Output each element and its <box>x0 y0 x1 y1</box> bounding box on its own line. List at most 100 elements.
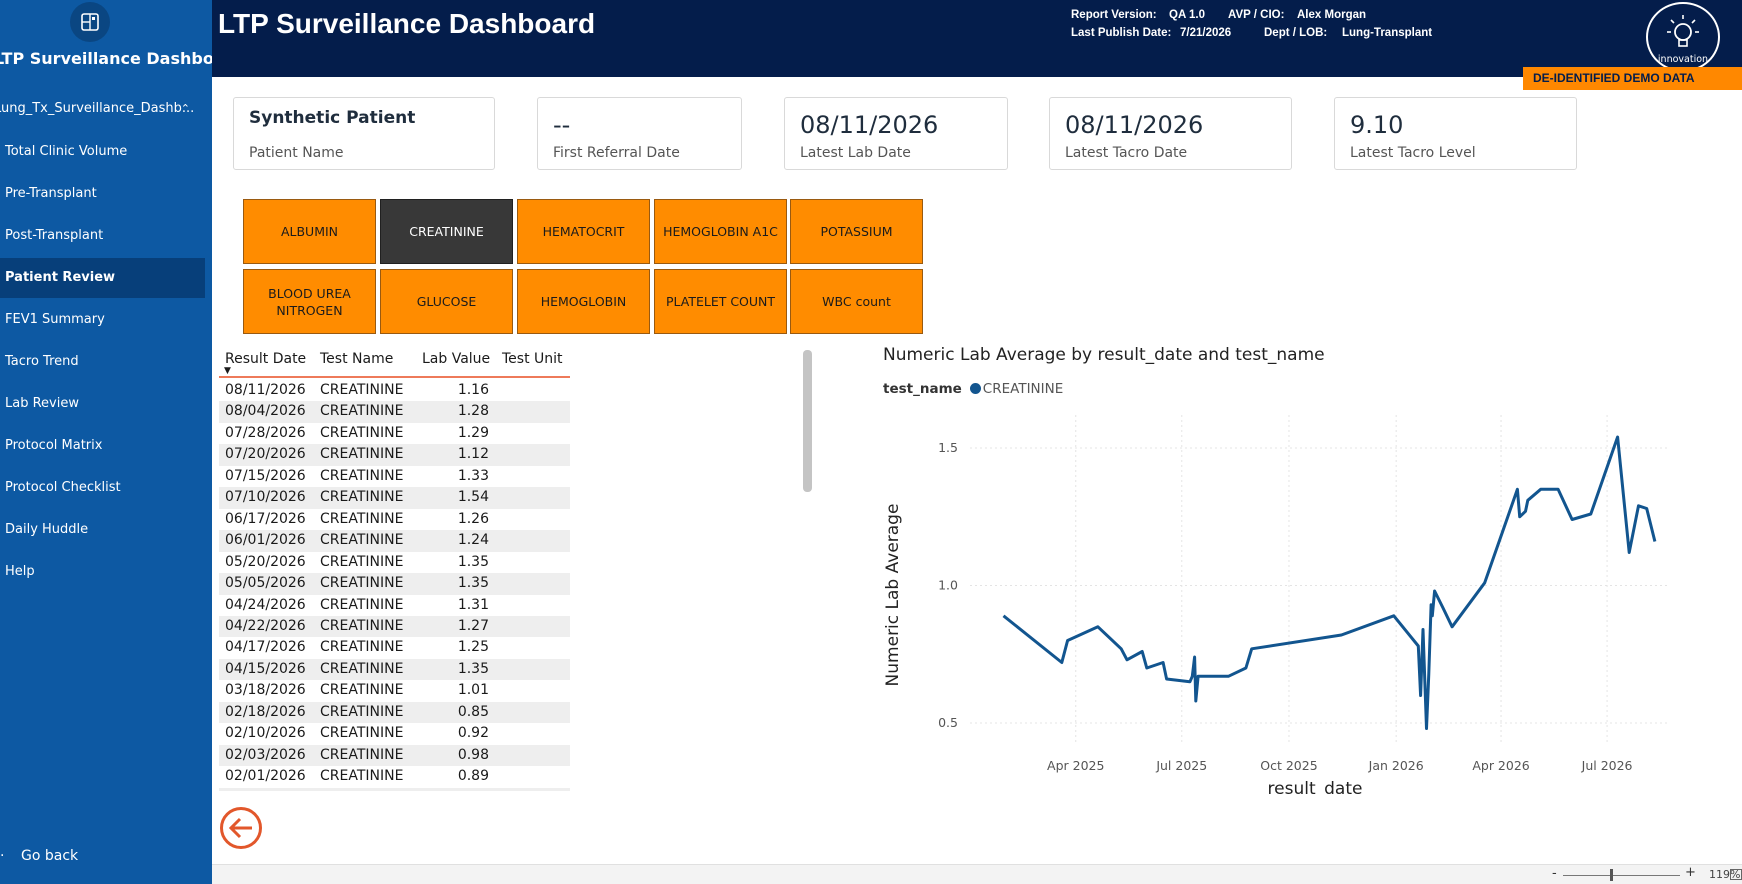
test-button-potassium[interactable]: POTASSIUM <box>790 199 923 264</box>
cell-lab-value: 0.92 <box>457 725 489 742</box>
card-latest-tacro-date: 08/11/2026 Latest Tacro Date <box>1049 97 1292 170</box>
cell-result-date: 08/04/2026 <box>225 403 306 420</box>
test-button-glucose[interactable]: GLUCOSE <box>380 269 513 334</box>
zoom-slider-thumb[interactable] <box>1610 869 1613 881</box>
cell-test-name: CREATININE <box>320 682 404 699</box>
table-row[interactable]: 07/20/2026 CREATININE 1.12 <box>219 444 570 466</box>
table-row[interactable]: 05/05/2026 CREATININE 1.35 <box>219 573 570 595</box>
cell-result-date: 04/15/2026 <box>225 660 306 677</box>
sidebar-item-pre-transplant[interactable]: Pre-Transplant <box>5 186 97 201</box>
table-row[interactable]: 06/17/2026 CREATININE 1.26 <box>219 509 570 531</box>
table-row[interactable]: 08/11/2026 CREATININE 1.16 <box>219 380 570 402</box>
cell-lab-value: 1.25 <box>457 639 489 656</box>
test-button-hemoglobin[interactable]: HEMOGLOBIN <box>517 269 650 334</box>
test-button-wbc-count[interactable]: WBC count <box>790 269 923 334</box>
cell-lab-value: 1.54 <box>457 489 489 506</box>
cell-test-name: CREATININE <box>320 532 404 549</box>
table-row[interactable]: 07/28/2026 CREATININE 1.29 <box>219 423 570 445</box>
cell-test-name: CREATININE <box>320 489 404 506</box>
sidebar-item-daily-huddle[interactable]: Daily Huddle <box>5 522 89 537</box>
test-button-albumin[interactable]: ALBUMIN <box>243 199 376 264</box>
card-latest-lab-date: 08/11/2026 Latest Lab Date <box>784 97 1008 170</box>
table-row[interactable]: 04/17/2026 CREATININE 1.25 <box>219 637 570 659</box>
sidebar-item-help[interactable]: Help <box>5 564 35 579</box>
zoom-out-button[interactable]: - <box>1552 866 1557 881</box>
table-row[interactable]: 02/01/2026 CREATININE 0.89 <box>219 766 570 788</box>
sidebar-item-lab-review[interactable]: Lab Review <box>5 396 79 411</box>
sidebar-item-post-transplant[interactable]: Post-Transplant <box>5 228 104 243</box>
avp-label: AVP / CIO: <box>1228 9 1285 21</box>
table-row[interactable]: 07/10/2026 CREATININE 1.54 <box>219 487 570 509</box>
table-row[interactable]: 06/01/2026 CREATININE 1.24 <box>219 530 570 552</box>
cell-lab-value: 1.28 <box>457 403 489 420</box>
chevron-up-icon[interactable]: ⌃ <box>180 102 190 115</box>
table-row[interactable]: 01/31/2026 CREATININE 0.93 <box>219 787 570 791</box>
test-button-hemoglobin-a1c[interactable]: HEMOGLOBIN A1C <box>654 199 787 264</box>
cell-lab-value: 1.01 <box>457 682 489 699</box>
cell-test-name: CREATININE <box>320 725 404 742</box>
x-tick-label: Jul 2026 <box>1581 758 1633 773</box>
cell-result-date: 08/11/2026 <box>225 382 306 398</box>
cell-result-date: 04/24/2026 <box>225 596 306 613</box>
sidebar-app-title: LTP Surveillance Dashboard <box>0 49 244 68</box>
table-row[interactable]: 03/18/2026 CREATININE 1.01 <box>219 680 570 702</box>
table-row[interactable]: 07/15/2026 CREATININE 1.33 <box>219 466 570 488</box>
innovation-logo: innovation <box>1646 2 1720 72</box>
zoom-in-button[interactable]: + <box>1685 865 1696 880</box>
column-header-result-date[interactable]: Result Date <box>225 351 307 367</box>
cell-result-date: 02/10/2026 <box>225 725 306 742</box>
cell-test-name: CREATININE <box>320 768 404 785</box>
column-header-lab-value[interactable]: Lab Value <box>422 351 491 367</box>
table-row[interactable]: 02/10/2026 CREATININE 0.92 <box>219 723 570 745</box>
cell-result-date: 05/05/2026 <box>225 575 306 592</box>
table-scrollbar[interactable] <box>803 350 812 492</box>
table-row[interactable]: 02/03/2026 CREATININE 0.98 <box>219 744 570 767</box>
series-line-creatinine[interactable] <box>1002 435 1657 730</box>
card-label: First Referral Date <box>553 145 680 161</box>
x-tick-label: Apr 2025 <box>1047 758 1104 773</box>
table-row[interactable]: 04/15/2026 CREATININE 1.35 <box>219 658 570 681</box>
zoom-level: 119% <box>1709 868 1741 881</box>
card-label: Patient Name <box>249 145 344 161</box>
chart-title: Numeric Lab Average by result_date and t… <box>883 345 1325 365</box>
card-label: Latest Tacro Date <box>1065 145 1188 161</box>
cell-test-name: CREATININE <box>320 510 404 527</box>
table-row[interactable]: 04/22/2026 CREATININE 1.27 <box>219 615 570 638</box>
card-label: Latest Tacro Level <box>1350 145 1476 161</box>
demo-data-banner: DE-IDENTIFIED DEMO DATA <box>1523 67 1742 90</box>
table-row[interactable]: 04/24/2026 CREATININE 1.31 <box>219 595 570 617</box>
test-button-creatinine[interactable]: CREATININE <box>380 199 513 264</box>
table-header: Result Date ▼ Test Name Lab Value Test U… <box>219 346 570 378</box>
cell-lab-value: 1.35 <box>457 660 489 677</box>
zoom-slider-track[interactable] <box>1563 875 1680 876</box>
lab-results-table: Result Date ▼ Test Name Lab Value Test U… <box>219 346 570 791</box>
sidebar-item-protocol-matrix[interactable]: Protocol Matrix <box>5 438 103 453</box>
cell-result-date: 07/10/2026 <box>225 489 306 506</box>
sidebar-item-patient-review[interactable]: Patient Review <box>0 258 205 298</box>
back-arrow-icon[interactable] <box>219 806 263 850</box>
fit-to-page-icon[interactable] <box>1730 869 1742 880</box>
test-button-blood-urea-nitrogen[interactable]: BLOOD UREA NITROGEN <box>243 269 376 334</box>
sort-descending-icon: ▼ <box>224 366 231 376</box>
test-button-hematocrit[interactable]: HEMATOCRIT <box>517 199 650 264</box>
report-logo-icon <box>70 2 110 42</box>
cell-lab-value: 0.98 <box>457 746 489 763</box>
table-row[interactable]: 02/18/2026 CREATININE 0.85 <box>219 701 570 724</box>
cell-result-date: 06/01/2026 <box>225 532 306 549</box>
column-header-test-unit[interactable]: Test Unit <box>502 351 563 367</box>
cell-result-date: 06/17/2026 <box>225 510 306 527</box>
sidebar-item-total-clinic-volume[interactable]: Total Clinic Volume <box>5 144 128 159</box>
status-bar: - + 119% <box>212 864 1742 884</box>
card-value: 08/11/2026 <box>1065 111 1204 139</box>
cell-result-date: 03/18/2026 <box>225 682 306 699</box>
sidebar-item-tacro-trend[interactable]: Tacro Trend <box>5 354 79 369</box>
test-button-platelet-count[interactable]: PLATELET COUNT <box>654 269 787 334</box>
legend-item-creatinine[interactable]: CREATININE <box>982 381 1064 397</box>
table-row[interactable]: 05/20/2026 CREATININE 1.35 <box>219 552 570 574</box>
column-header-test-name[interactable]: Test Name <box>320 351 394 367</box>
sidebar-report-name[interactable]: Lung_Tx_Surveillance_Dashb... ⌃ <box>0 101 204 116</box>
table-row[interactable]: 08/04/2026 CREATININE 1.28 <box>219 401 570 423</box>
x-tick-label: Oct 2025 <box>1260 758 1317 773</box>
sidebar-item-protocol-checklist[interactable]: Protocol Checklist <box>5 480 121 495</box>
sidebar-item-fev1-summary[interactable]: FEV1 Summary <box>5 312 105 327</box>
